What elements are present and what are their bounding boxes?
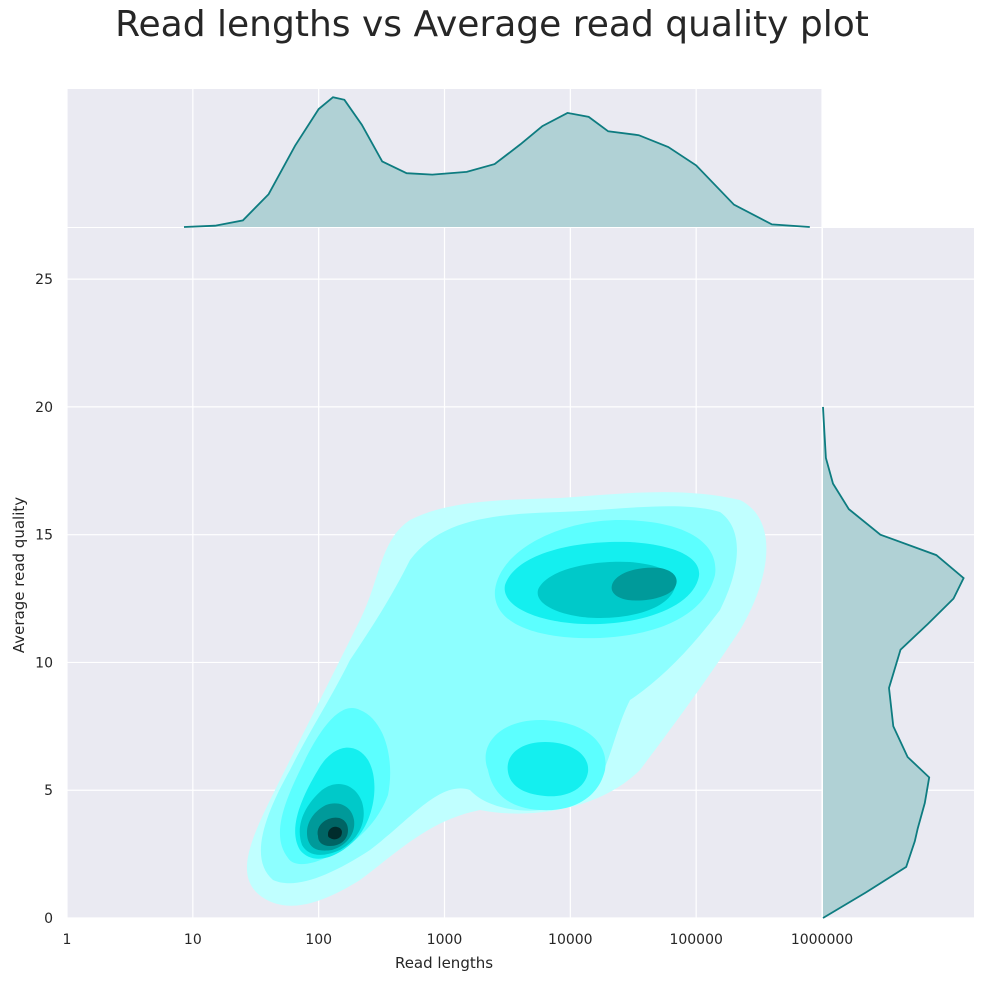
kde-contour-level-8	[328, 826, 342, 840]
kde-contour-level-4	[295, 541, 700, 859]
marginal-x-density-line	[183, 96, 810, 228]
y-tick-label: 20	[35, 400, 53, 416]
y-tick-label: 10	[35, 655, 53, 671]
x-tick-label: 10000	[548, 932, 593, 948]
x-tick-label: 100	[305, 932, 332, 948]
marginal-y-density-fill	[823, 406, 964, 918]
marginal-y-density-line	[822, 406, 965, 919]
x-tick-label: 10	[184, 932, 202, 948]
y-tick-label: 25	[35, 272, 53, 288]
y-tick-label: 15	[35, 528, 53, 544]
y-tick-label: 5	[44, 783, 53, 799]
x-tick-label: 1	[63, 932, 72, 948]
x-tick-label: 100000	[669, 932, 722, 948]
x-tick-label: 1000000	[791, 932, 853, 948]
x-tick-label: 1000	[427, 932, 463, 948]
marginal-x-density-fill	[184, 97, 810, 227]
y-tick-label: 0	[44, 911, 53, 927]
chart-title: Read lengths vs Average read quality plo…	[115, 4, 869, 45]
x-axis-label: Read lengths	[395, 954, 493, 972]
y-axis-label: Average read quality	[10, 497, 28, 653]
